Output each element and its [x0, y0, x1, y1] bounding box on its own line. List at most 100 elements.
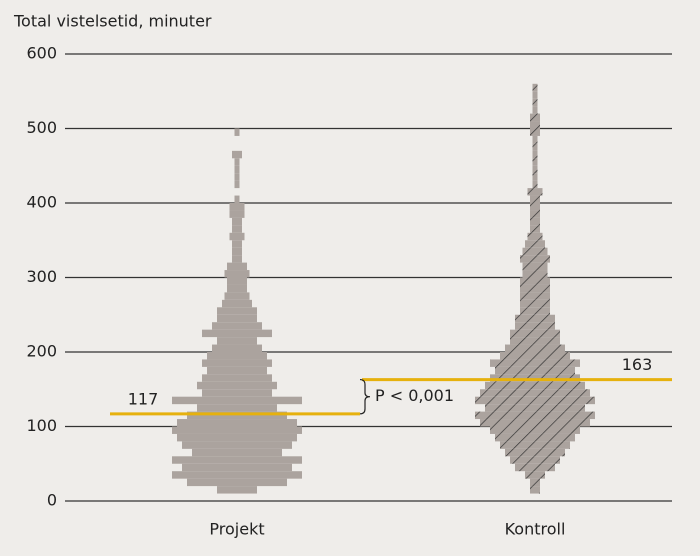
bin-bar [475, 396, 595, 405]
bin-bar [530, 195, 540, 203]
bin-bar [532, 143, 538, 151]
bin-bar [172, 426, 302, 434]
bin-bar [500, 441, 570, 449]
bin-bar [532, 106, 538, 114]
bin-bar [530, 486, 540, 494]
bin-bar [232, 150, 242, 159]
bin-bar [520, 284, 550, 293]
bin-bar [530, 217, 540, 226]
bin-bar [227, 284, 247, 293]
bin-bar [232, 225, 242, 233]
bin-bar [522, 247, 548, 256]
bin-bar [224, 292, 250, 300]
bin-bar [522, 262, 548, 271]
bin-bar [207, 352, 267, 360]
bin-bar [532, 98, 538, 107]
bin-bar [520, 307, 550, 315]
bin-bar [495, 366, 575, 375]
bin-bar [192, 448, 282, 457]
bin-bar [234, 173, 240, 181]
median-label: 117 [128, 389, 159, 408]
bin-bar [234, 180, 240, 189]
bin-bar [530, 225, 540, 233]
bin-bar [532, 135, 538, 144]
bin-bar [520, 292, 550, 300]
bin-bar [530, 203, 540, 211]
bin-bar [532, 83, 538, 92]
bin-bar [197, 404, 277, 412]
bin-bar [229, 210, 245, 218]
bin-bar [532, 91, 538, 99]
bin-bar [485, 381, 585, 390]
bin-bar [485, 404, 585, 412]
bin-bar [234, 128, 240, 136]
bin-bar [232, 240, 242, 248]
bin-bar [522, 270, 548, 278]
bin-bar [229, 203, 245, 211]
bin-bar [505, 448, 565, 457]
bin-bar [172, 471, 302, 479]
category-label: Kontroll [505, 520, 566, 539]
bin-bar [229, 232, 245, 241]
significance-brace [359, 378, 371, 415]
bin-bar [202, 374, 272, 382]
bin-bar [532, 150, 538, 159]
bin-bar [187, 478, 287, 487]
bin-bar [217, 486, 257, 494]
bin-bar [530, 128, 540, 136]
bin-bar [222, 299, 252, 308]
bin-bar [515, 463, 555, 472]
bin-bar [177, 419, 297, 427]
bin-bar [532, 180, 538, 189]
bin-bar [532, 158, 538, 166]
bin-bar [207, 366, 267, 375]
bin-bar [234, 195, 240, 203]
bin-bar [530, 210, 540, 218]
bin-bar [232, 217, 242, 226]
bin-bar [490, 359, 580, 367]
bin-bar [525, 240, 545, 248]
bin-bar [475, 411, 595, 420]
bin-bar [212, 344, 262, 352]
bin-bar [227, 277, 247, 285]
bin-bar [525, 471, 545, 479]
y-tick-label: 500 [26, 118, 57, 137]
bin-bar [182, 441, 292, 449]
bin-bar [515, 322, 555, 330]
bin-bar [510, 456, 560, 464]
bin-bar [172, 396, 302, 405]
y-tick-label: 100 [26, 416, 57, 435]
bin-bar [197, 381, 277, 390]
bin-bar [530, 121, 540, 129]
bin-bar [520, 299, 550, 308]
bin-bar [177, 433, 297, 442]
bin-bar [495, 433, 575, 442]
bin-bar [172, 456, 302, 464]
bin-bar [510, 329, 560, 338]
bin-bar [224, 270, 250, 278]
bin-bar [532, 165, 538, 174]
y-tick-label: 300 [26, 267, 57, 286]
category-label: Projekt [209, 520, 264, 539]
bin-bar [234, 158, 240, 166]
bin-bar [520, 255, 550, 263]
y-tick-label: 400 [26, 193, 57, 212]
bin-bar [217, 307, 257, 315]
chart-title: Total vistelsetid, minuter [13, 12, 212, 31]
y-tick-label: 0 [47, 491, 57, 510]
y-tick-label: 200 [26, 342, 57, 361]
y-tick-label: 600 [26, 44, 57, 63]
bin-bar [234, 165, 240, 174]
bin-bar [527, 232, 543, 241]
bin-bar [217, 337, 257, 345]
bin-bar [490, 426, 580, 434]
bin-bar [182, 463, 292, 472]
bin-bar [480, 419, 590, 427]
bin-bar [530, 113, 540, 122]
bin-bar [212, 322, 262, 330]
bin-bar [227, 262, 247, 271]
bin-bar [202, 389, 272, 397]
bin-bar [202, 329, 272, 338]
median-label: 163 [622, 355, 653, 374]
